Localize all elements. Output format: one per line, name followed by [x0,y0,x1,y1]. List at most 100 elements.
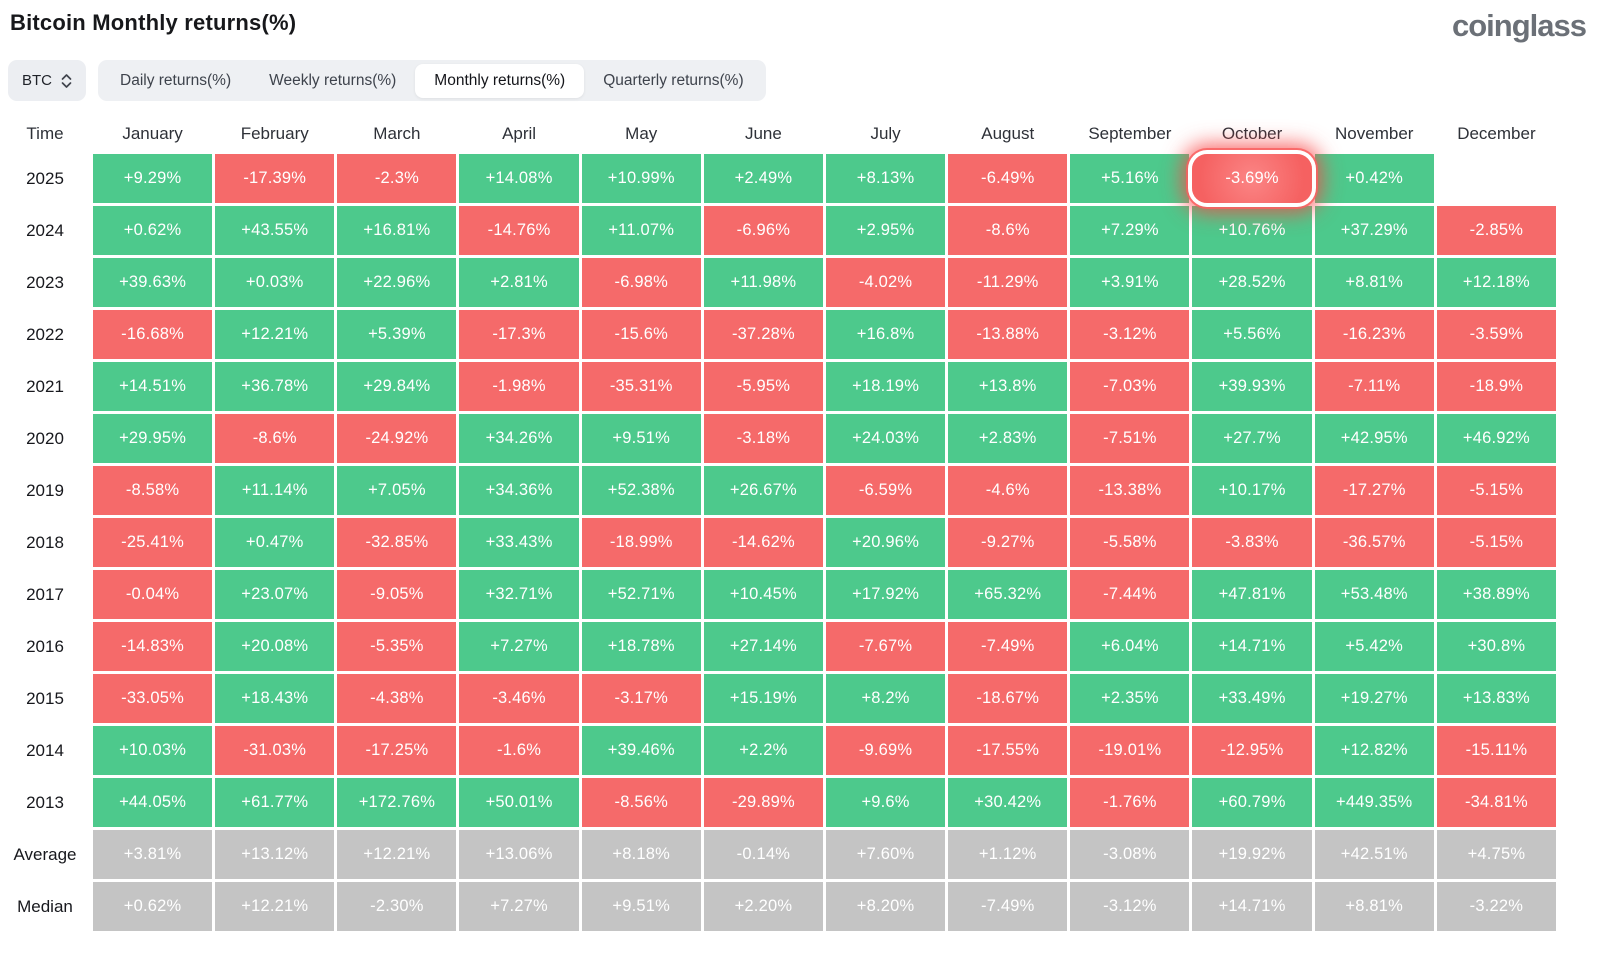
return-cell-2023-april: +2.81% [459,258,579,307]
return-cell-2015-january: -33.05% [93,674,213,723]
return-cell-2016-may: +18.78% [581,622,701,671]
return-cell-2017-october: +47.81% [1192,570,1312,619]
column-header-june: June [744,124,782,143]
return-cell-2016-december: +30.8% [1436,622,1556,671]
return-cell-2023-december: +12.18% [1436,258,1556,307]
return-cell-2020-february: -8.6% [215,414,335,463]
return-cell-2013-march: +172.76% [337,778,457,827]
row-label-2019: 2019 [26,480,64,500]
return-cell-2024-september: +7.29% [1070,206,1190,255]
return-cell-average-january: +3.81% [93,830,213,879]
return-cell-2020-march: -24.92% [337,414,457,463]
return-cell-2014-july: -9.69% [825,726,946,775]
tab-weekly-returns[interactable]: Weekly returns(%) [269,71,397,89]
return-cell-2015-august: -18.67% [948,674,1068,723]
return-cell-2019-july: -6.59% [825,466,946,515]
return-cell-2017-july: +17.92% [825,570,946,619]
return-cell-2017-november: +53.48% [1314,570,1434,619]
row-label-2025: 2025 [26,168,64,188]
updown-chevron-icon [61,73,72,88]
return-cell-2022-july: +16.8% [825,310,946,359]
return-cell-median-may: +9.51% [581,882,701,931]
return-cell-median-august: -7.49% [948,882,1068,931]
return-cell-2014-november: +12.82% [1314,726,1434,775]
return-cell-2020-july: +24.03% [825,414,946,463]
tab-monthly-returns[interactable]: Monthly returns(%) [415,63,585,98]
return-cell-2014-march: -17.25% [337,726,457,775]
return-cell-2016-november: +5.42% [1314,622,1434,671]
row-label-2023: 2023 [26,272,64,292]
column-header-april: April [502,124,537,143]
return-cell-2015-february: +18.43% [215,674,335,723]
return-cell-2022-may: -15.6% [581,310,701,359]
controls-bar: BTC Daily returns(%) Weekly returns(%) Mon… [8,60,1600,101]
return-cell-average-december: +4.75% [1436,830,1556,879]
return-cell-2014-october: -12.95% [1192,726,1312,775]
return-cell-2014-january: +10.03% [93,726,213,775]
row-label-2017: 2017 [26,584,64,604]
row-label-2016: 2016 [26,636,64,656]
return-cell-2019-november: -17.27% [1314,466,1434,515]
return-cell-2025-may: +10.99% [581,154,701,203]
return-cell-median-december: -3.22% [1436,882,1556,931]
return-cell-2022-october: +5.56% [1192,310,1312,359]
return-cell-2023-august: -11.29% [948,258,1068,307]
return-cell-2020-august: +2.83% [948,414,1068,463]
return-cell-2014-september: -19.01% [1070,726,1190,775]
symbol-select-value: BTC [22,72,52,89]
return-cell-average-november: +42.51% [1314,830,1434,879]
tab-daily-returns[interactable]: Daily returns(%) [120,71,232,89]
return-cell-2021-january: +14.51% [93,362,213,411]
returns-table: Time January February March April May June July… [0,117,1556,931]
return-cell-2016-march: -5.35% [337,622,457,671]
return-cell-2018-october: -3.83% [1192,518,1312,567]
return-cell-2015-april: -3.46% [459,674,579,723]
return-cell-2015-march: -4.38% [337,674,457,723]
return-cell-2022-april: -17.3% [459,310,579,359]
return-cell-2014-february: -31.03% [215,726,335,775]
return-cell-2020-september: -7.51% [1070,414,1190,463]
return-cell-2021-may: -35.31% [581,362,701,411]
return-cell-median-september: -3.12% [1070,882,1190,931]
return-cell-2014-april: -1.6% [459,726,579,775]
return-cell-median-october: +14.71% [1192,882,1312,931]
return-cell-2024-march: +16.81% [337,206,457,255]
return-cell-2023-november: +8.81% [1314,258,1434,307]
return-cell-2017-january: -0.04% [93,570,213,619]
return-cell-average-april: +13.06% [459,830,579,879]
return-cell-average-september: -3.08% [1070,830,1190,879]
return-cell-2014-december: -15.11% [1436,726,1556,775]
return-cell-2023-october: +28.52% [1192,258,1312,307]
return-cell-2018-december: -5.15% [1436,518,1556,567]
column-header-january: January [122,124,183,143]
return-cell-2017-august: +65.32% [948,570,1068,619]
return-cell-2024-july: +2.95% [825,206,946,255]
return-cell-2019-march: +7.05% [337,466,457,515]
return-cell-2020-december: +46.92% [1436,414,1556,463]
return-cell-2013-september: -1.76% [1070,778,1190,827]
row-label-2014: 2014 [26,740,64,760]
return-cell-2025-march: -2.3% [337,154,457,203]
return-cell-2022-june: -37.28% [703,310,823,359]
return-cell-2021-june: -5.95% [703,362,823,411]
return-cell-2025-april: +14.08% [459,154,579,203]
tab-quarterly-returns[interactable]: Quarterly returns(%) [603,71,744,89]
column-header-september: September [1088,124,1172,143]
return-cell-2022-january: -16.68% [93,310,213,359]
return-cell-2021-march: +29.84% [337,362,457,411]
column-header-march: March [373,124,421,143]
return-cell-2013-february: +61.77% [215,778,335,827]
symbol-select[interactable]: BTC [8,60,86,101]
return-cell-2013-july: +9.6% [825,778,946,827]
column-header-time: Time [26,124,64,143]
return-cell-2021-october: +39.93% [1192,362,1312,411]
return-cell-2021-november: -7.11% [1314,362,1434,411]
return-cell-2022-march: +5.39% [337,310,457,359]
return-cell-2014-may: +39.46% [581,726,701,775]
return-cell-2013-april: +50.01% [459,778,579,827]
return-cell-2024-august: -8.6% [948,206,1068,255]
topbar: Bitcoin Monthly returns(%) coinglass [0,0,1600,50]
return-cell-2019-october: +10.17% [1192,466,1312,515]
row-label-2015: 2015 [26,688,64,708]
